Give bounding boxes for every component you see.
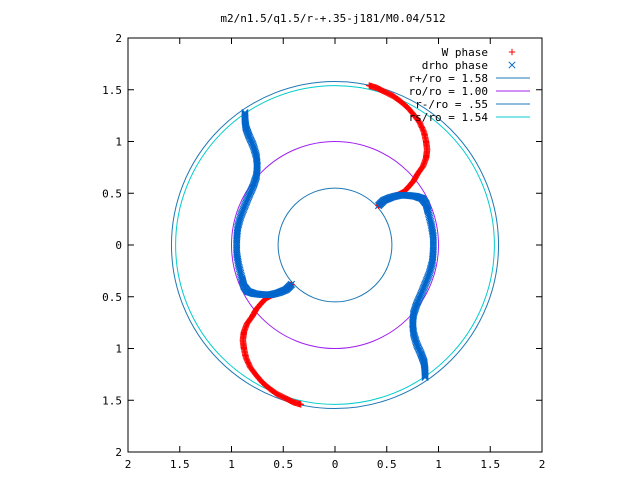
data-point [412,336,420,345]
data-point [297,401,305,408]
data-point [233,246,241,254]
data-point [429,234,437,242]
series-1 [233,108,437,382]
legend-marker [508,48,516,56]
legend-label: ro/ro = 1.00 [409,85,488,98]
data-point [250,145,258,154]
y-tick-label: 1.5 [102,394,122,407]
y-tick-label: 0 [115,239,122,252]
data-point [429,241,437,249]
data-point [421,372,429,380]
data-point [233,249,241,257]
data-point [410,333,418,341]
data-point [421,371,429,379]
data-point [252,151,260,159]
y-tick-label: 2 [115,32,122,45]
x-tick-label: 2 [125,458,132,471]
data-point [233,242,241,251]
x-tick-label: 1 [435,458,442,471]
circle-0 [170,80,500,410]
legend-label: r+/ro = 1.58 [409,72,488,85]
data-point [429,236,437,244]
data-point [410,330,418,338]
y-tick-label: 1.5 [102,84,122,97]
reference-circles [170,80,500,410]
y-tick-label: 2 [115,446,122,459]
data-point [241,108,249,117]
data-point [233,244,241,252]
data-point [233,241,241,249]
x-tick-label: 0 [332,458,339,471]
data-point [252,152,260,160]
data-point [429,238,437,246]
x-tick-label: 1.5 [480,458,500,471]
data-point [250,143,258,151]
data-point [429,233,437,241]
data-point [251,148,259,156]
y-axis: 2 1.5 1 0.5 0 0.5 1 1.5 2 [102,32,542,459]
y-tick-label: 1 [115,343,122,356]
data-point [233,248,241,256]
data-point [412,339,420,347]
data-point [412,338,420,346]
data-point [428,257,436,265]
x-tick-label: 1.5 [170,458,190,471]
data-point [238,275,246,283]
data-point [421,373,429,382]
data-points [233,82,437,408]
data-point [424,207,432,215]
y-tick-label: 0.5 [102,291,122,304]
data-point [417,289,425,297]
data-point [411,335,419,343]
data-point [234,225,242,233]
circle-2 [277,187,393,303]
legend-label: drho phase [422,59,488,72]
y-tick-label: 1 [115,136,122,149]
x-tick-label: 0.5 [377,458,397,471]
x-tick-label: 1 [228,458,235,471]
x-tick-label: 0.5 [273,458,293,471]
legend-label: W phase [442,46,488,59]
legend-label: r-/ro = .55 [415,98,488,111]
data-point [429,239,437,248]
data-point [252,149,260,157]
legend-label: rs/ro = 1.54 [409,111,489,124]
x-axis: 2 1.5 1 0.5 0 0.5 1 1.5 2 [125,38,546,471]
series-0 [239,82,431,408]
data-point [245,193,253,201]
legend-marker [508,61,516,69]
data-point [241,111,249,119]
data-point [251,147,259,155]
circle-3 [175,85,495,405]
data-point [241,109,249,117]
chart-title: m2/n1.5/q1.5/r-+.35-j181/M0.04/512 [220,12,445,25]
y-tick-label: 0.5 [102,187,122,200]
data-point [421,373,429,381]
x-tick-label: 2 [539,458,546,471]
circle-1 [231,141,439,349]
data-point [241,110,249,118]
data-point [250,144,258,152]
data-point [411,334,419,342]
data-point [410,331,418,339]
